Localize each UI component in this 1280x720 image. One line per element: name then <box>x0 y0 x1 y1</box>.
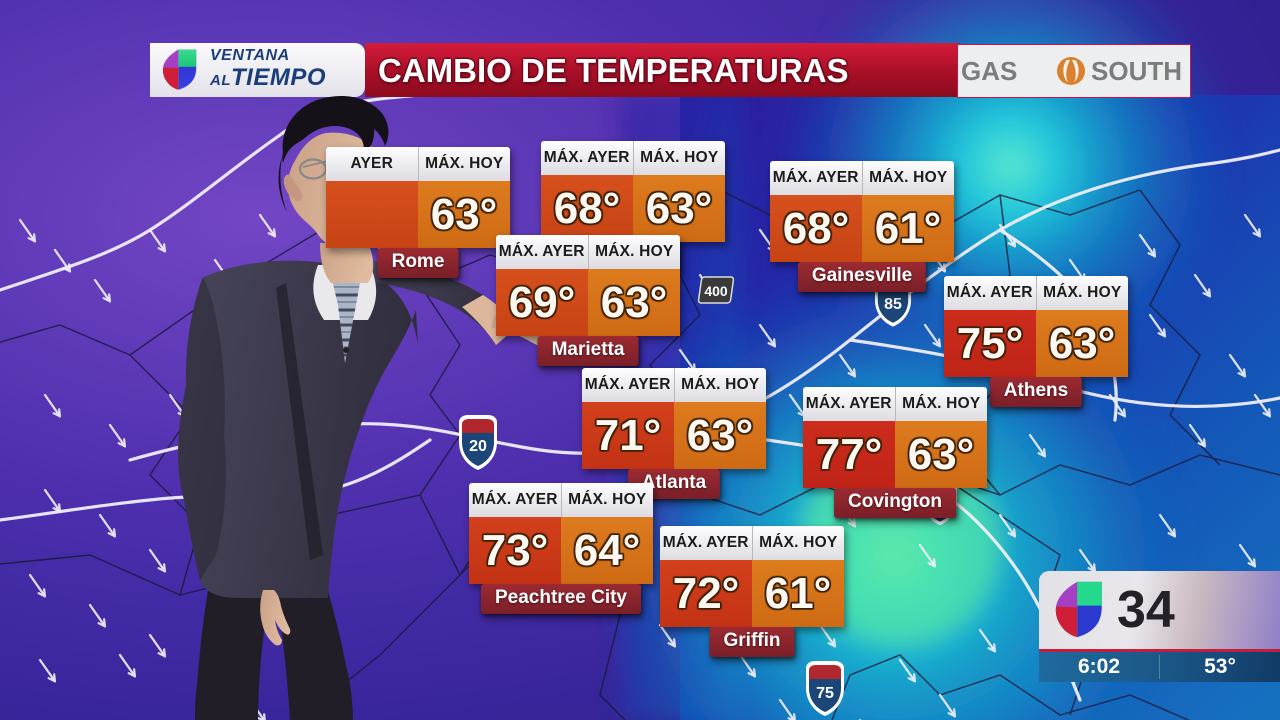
svg-text:400: 400 <box>704 283 728 299</box>
svg-text:85: 85 <box>884 296 902 313</box>
svg-text:75: 75 <box>816 685 834 702</box>
svg-text:GAS: GAS <box>961 56 1017 86</box>
svg-text:SOUTH: SOUTH <box>1091 56 1182 86</box>
